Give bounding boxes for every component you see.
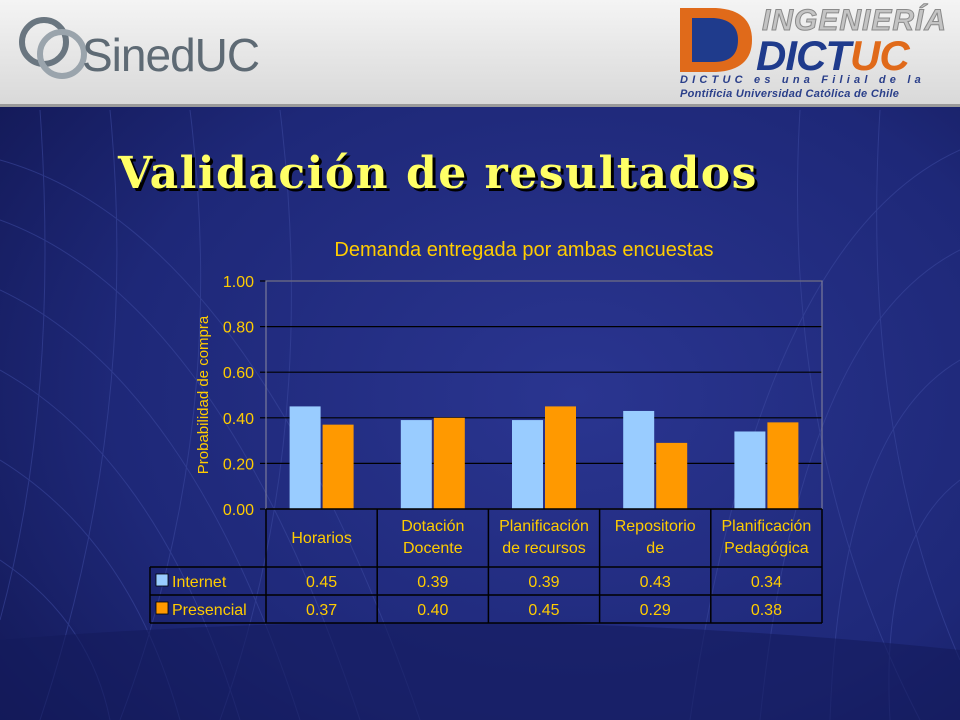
bar-presencial-0 <box>322 424 354 509</box>
bar-presencial-3 <box>656 442 688 509</box>
dictuc-logo: INGENIERÍA DICTUC DICTUC es una Filial d… <box>676 2 956 102</box>
bar-internet-2 <box>512 420 543 509</box>
category-label: Docente <box>403 540 463 557</box>
bar-presencial-4 <box>767 422 799 509</box>
data-label: 0.40 <box>417 602 448 619</box>
dictuc-d-icon <box>680 8 752 72</box>
y-tick-label: 0.20 <box>223 456 254 473</box>
bar-internet-4 <box>734 431 766 509</box>
data-label: 0.45 <box>306 574 337 591</box>
category-label: Dotación <box>401 518 464 535</box>
dictuc-tagline-1: DICTUC es una Filial de la <box>680 74 925 86</box>
category-label: de recursos <box>502 540 586 557</box>
y-tick-label: 0.40 <box>223 411 254 428</box>
data-label: 0.34 <box>751 574 782 591</box>
category-label: Planificación <box>499 518 589 535</box>
category-label: Pedagógica <box>724 540 809 557</box>
data-label: 0.37 <box>306 602 337 619</box>
y-tick-label: 0.80 <box>223 320 254 337</box>
sineduc-logo <box>19 17 87 79</box>
dictuc-tagline-2: Pontificia Universidad Católica de Chile <box>680 88 900 100</box>
y-tick-label: 1.00 <box>223 274 254 291</box>
legend-key-presencial <box>155 601 169 615</box>
bar-presencial-1 <box>433 417 465 509</box>
y-tick-label: 0.60 <box>223 365 254 382</box>
bar-internet-0 <box>289 406 321 509</box>
dictuc-brand-text: DICTUC <box>756 32 910 79</box>
legend-key-internet <box>155 573 169 587</box>
data-label: 0.39 <box>417 574 448 591</box>
ingenieria-text: INGENIERÍA <box>761 4 948 38</box>
data-label: 0.29 <box>640 602 671 619</box>
category-label: Planificación <box>721 518 811 535</box>
legend-label-presencial: Presencial <box>172 602 247 619</box>
category-label: Horarios <box>291 530 351 547</box>
bar-presencial-2 <box>545 406 576 509</box>
y-tick-label: 0.00 <box>223 502 254 519</box>
slide-title: Validación de resultados <box>118 148 758 199</box>
y-axis-label: Probabilidad de compra <box>195 315 212 474</box>
data-label: 0.43 <box>640 574 671 591</box>
data-label: 0.45 <box>528 602 559 619</box>
legend-label-internet: Internet <box>172 574 227 591</box>
category-label: Repositorio <box>615 518 696 535</box>
sineduc-logo-text: SinedUC <box>82 29 260 81</box>
data-label: 0.38 <box>751 602 782 619</box>
bar-internet-3 <box>623 410 655 509</box>
category-label: de <box>646 540 664 557</box>
data-label: 0.39 <box>528 574 559 591</box>
header-bar: SinedUC INGENIERÍA DICTUC DICTUC es una … <box>0 0 960 107</box>
chart-title: Demanda entregada por ambas encuestas <box>334 239 713 261</box>
bar-internet-1 <box>400 420 432 509</box>
